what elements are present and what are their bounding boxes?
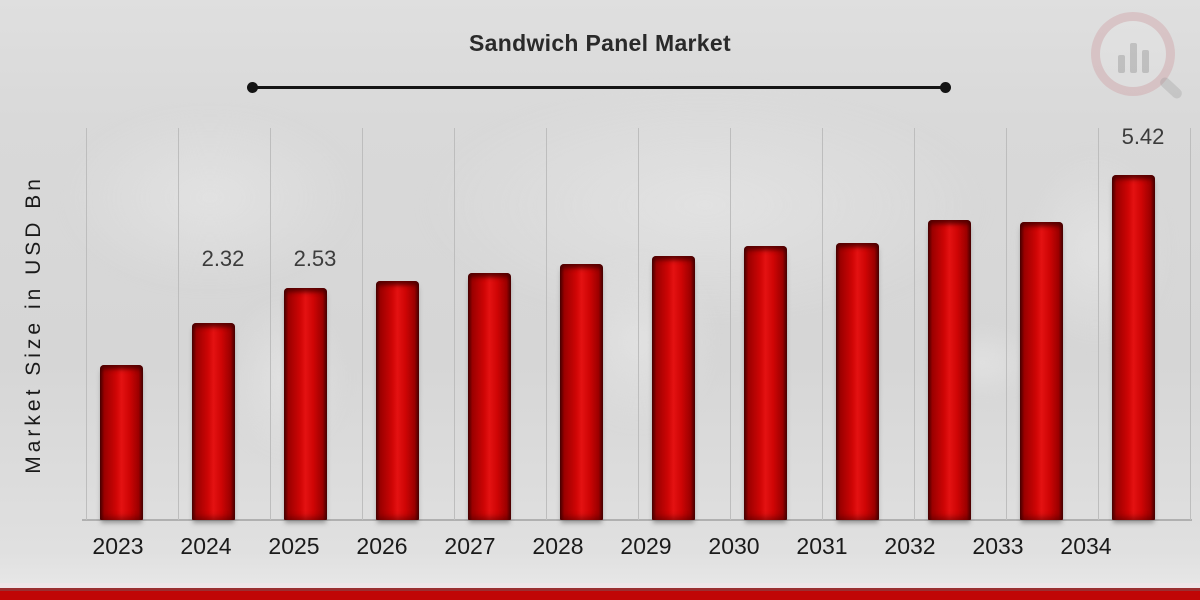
bar-2026 [375, 281, 419, 520]
x-tick-label-2023: 2023 [92, 533, 144, 559]
bar-2030 [743, 246, 787, 520]
map-region [420, 85, 990, 325]
x-axis-labels-row: 2023 2024 2025 2026 2027 2028 2029 2030 2031 2032… [86, 533, 1190, 563]
x-tick-label-2030: 2030 [708, 533, 760, 559]
category-gridline [638, 128, 639, 520]
bar-2028 [559, 264, 603, 520]
bar-2031 [835, 243, 879, 520]
x-tick-label-2024: 2024 [180, 533, 232, 559]
x-tick-label-2027: 2027 [444, 533, 496, 559]
bar-2027 [467, 273, 511, 520]
bar-2023 [99, 365, 143, 520]
category-gridline [914, 128, 915, 520]
plot-area: 2.32 2.53 5.42 [82, 124, 1192, 521]
data-label-2025: 2.53 [293, 246, 337, 271]
category-gridline [454, 128, 455, 520]
x-tick-label-2031: 2031 [796, 533, 848, 559]
bar-2032 [927, 220, 971, 520]
bar-2034 [1111, 175, 1155, 520]
bar-2024 [191, 323, 235, 520]
x-tick-label-2025: 2025 [268, 533, 320, 559]
logo-bar-icon [1141, 50, 1149, 73]
footer-stripe [0, 583, 1200, 600]
footer-stripe-dark [0, 588, 1200, 591]
chart-title: Sandwich Panel Market [469, 30, 731, 56]
x-tick-label-2029: 2029 [620, 533, 672, 559]
bar-2029 [651, 256, 695, 520]
data-label-2024: 2.32 [201, 246, 245, 271]
logo-bar-icon [1129, 43, 1137, 73]
magnifier-handle-icon [1158, 75, 1184, 101]
footer-stripe-red [0, 591, 1200, 600]
rule-endpoint-dot-right [940, 82, 951, 93]
footer-stripe-light [0, 583, 1200, 588]
category-gridline [1006, 128, 1007, 520]
y-axis-title: Market Size in USD Bn [16, 128, 52, 520]
y-axis-title-text: Market Size in USD Bn [22, 174, 45, 474]
x-tick-label-2032: 2032 [884, 533, 936, 559]
logo-bar-icon [1117, 55, 1125, 73]
category-gridline [178, 128, 179, 520]
category-gridline [1190, 128, 1191, 520]
category-gridline [822, 128, 823, 520]
x-tick-label-2034: 2034 [1060, 533, 1112, 559]
x-tick-label-2026: 2026 [356, 533, 408, 559]
category-gridline [1098, 128, 1099, 520]
category-gridline [546, 128, 547, 520]
category-gridline [270, 128, 271, 520]
magnifier-logo-icon [1091, 12, 1175, 96]
map-region [60, 105, 360, 290]
category-gridline [362, 128, 363, 520]
bar-2025 [283, 288, 327, 520]
x-tick-label-2028: 2028 [532, 533, 584, 559]
rule-endpoint-dot-left [247, 82, 258, 93]
category-gridline [86, 128, 87, 520]
category-gridline [730, 128, 731, 520]
bar-2033 [1019, 222, 1063, 520]
title-underline-rule [247, 82, 951, 93]
x-axis-line [82, 519, 1192, 521]
x-tick-label-2033: 2033 [972, 533, 1024, 559]
data-label-2034: 5.42 [1121, 124, 1165, 149]
